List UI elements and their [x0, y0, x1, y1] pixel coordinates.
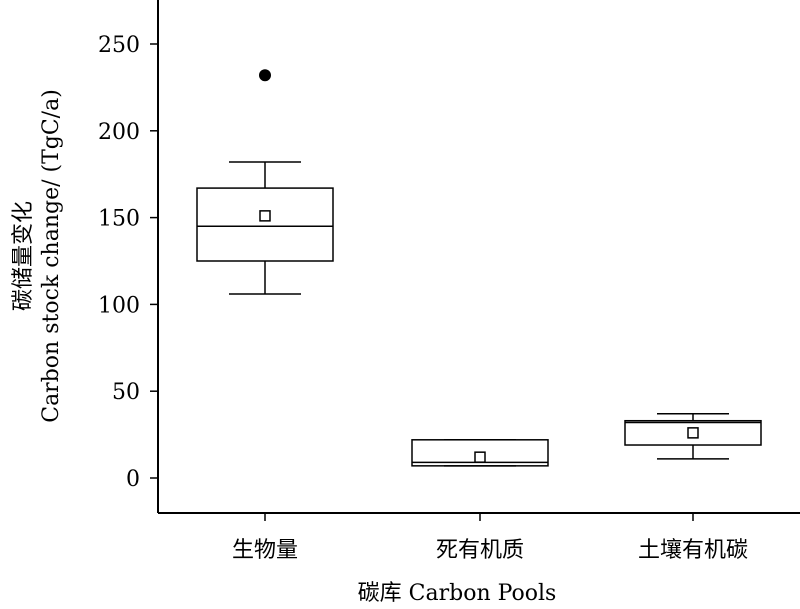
y-axis-title-line1: 碳储量变化 — [11, 201, 36, 311]
mean-marker — [474, 451, 486, 463]
x-axis-title: 碳库 Carbon Pools — [358, 581, 557, 606]
y-tick-label: 0 — [126, 467, 140, 492]
iqr-box — [411, 439, 549, 467]
x-tick-label: 死有机质 — [436, 538, 524, 563]
y-tick-label: 50 — [112, 380, 140, 405]
y-axis-ticks: 0 50 100 150 200 250 — [98, 33, 158, 492]
mean-marker — [687, 427, 699, 439]
box-series — [196, 69, 762, 467]
iqr-box — [196, 187, 334, 262]
box-group — [624, 413, 762, 460]
y-tick-label: 150 — [98, 207, 140, 232]
y-tick-label: 250 — [98, 33, 140, 58]
y-tick-label: 100 — [98, 293, 140, 318]
x-axis-ticks: 生物量 死有机质 土壤有机碳 — [232, 513, 748, 563]
y-axis-title: 碳储量变化 Carbon stock change/ (TgC/a) — [11, 89, 64, 423]
mean-marker — [259, 210, 271, 222]
y-axis-title-line2: Carbon stock change/ (TgC/a) — [39, 89, 64, 423]
box-group — [411, 439, 549, 467]
box-group — [196, 69, 334, 295]
x-tick-label: 土壤有机碳 — [638, 538, 748, 563]
x-tick-label: 生物量 — [232, 538, 298, 563]
outlier-point — [259, 69, 271, 82]
y-tick-label: 200 — [98, 120, 140, 145]
iqr-box — [624, 419, 762, 446]
